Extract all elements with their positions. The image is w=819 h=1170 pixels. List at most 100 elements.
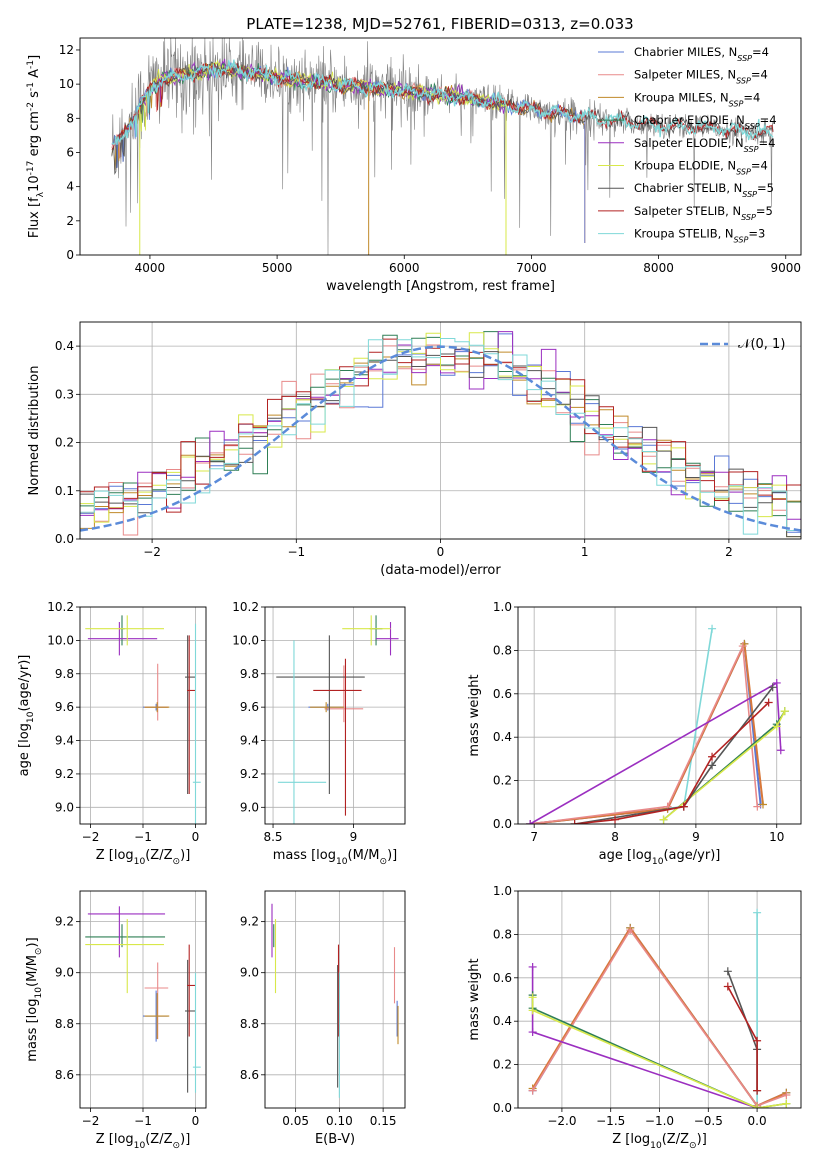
legend-count: =5	[757, 181, 774, 195]
legend-count: =3	[748, 227, 765, 241]
x-tick-label: 2	[725, 545, 733, 559]
x-tick-label: 0.0	[748, 1114, 767, 1128]
y-tick-label: 0.4	[55, 339, 74, 353]
plot-area	[276, 615, 399, 824]
y-tick-label: 0.6	[493, 971, 512, 985]
label-segment: (Z/Z	[662, 1132, 689, 1147]
legend-entry: Kroupa ELODIE, NSSP=4	[634, 159, 768, 177]
plot-area	[111, 38, 774, 255]
mass-weight-marker	[723, 967, 732, 976]
plot-area	[271, 903, 399, 1098]
label-segment: 10	[336, 857, 348, 867]
legend-subscript: SSP	[736, 167, 751, 176]
legend-entry: Kroupa MILES, NSSP=4	[634, 90, 760, 108]
mass-weight-line	[529, 640, 762, 824]
y-tick-label: 12	[59, 43, 74, 57]
y-tick-label: 8.6	[55, 1068, 74, 1082]
y-tick-label: 0.6	[493, 687, 512, 701]
legend-entry: Kroupa STELIB, NSSP=3	[634, 227, 765, 245]
y-tick-label: 0.2	[55, 436, 74, 450]
legend-text: Kroupa ELODIE, N	[634, 159, 736, 173]
y-axis-label: Flux [fλ10-17 erg cm-2 s-1 A-1]	[26, 55, 46, 238]
mass-weight-marker	[776, 746, 785, 755]
x-tick-label: 8000	[643, 261, 674, 275]
legend-subscript: SSP	[744, 144, 759, 153]
label-segment: )]	[180, 1132, 190, 1147]
mass-weight-marker	[738, 642, 747, 651]
x-tick-label: 0.15	[370, 1114, 397, 1128]
x-tick-label: 1	[581, 545, 589, 559]
label-segment: 10	[134, 1141, 146, 1151]
x-tick-label: 0	[192, 830, 200, 844]
legend-count: =4	[752, 45, 769, 59]
legend-subscript: SSP	[745, 122, 760, 131]
mass-vs-ebv-panel: 0.05 0.10 0.15 8.6 8.8 9.0 9.2 E(B-V)	[240, 890, 406, 1147]
mass-weight-line	[574, 701, 770, 824]
mass-weight-marker	[679, 802, 688, 811]
label-segment: -17	[26, 160, 36, 175]
x-axis-label: Z [log10(Z/Z⊙)]	[96, 848, 191, 867]
mass-vs-metallicity-panel: −2 −1 08.68.89.09.2Z [log10(Z/Z⊙)]mass [lo…	[25, 890, 207, 1151]
label-segment: )]	[697, 1132, 707, 1147]
label-segment: ⊙	[34, 947, 44, 955]
normal-distribution-curve	[80, 345, 801, 532]
mass-weight-marker	[768, 683, 777, 692]
y-tick-label: 0.2	[493, 774, 512, 788]
x-tick-label: −2	[82, 830, 100, 844]
y-tick-label: 9.8	[240, 667, 259, 681]
label-segment: ⊙	[173, 1141, 181, 1151]
y-tick-label: 0.3	[55, 387, 74, 401]
y-tick-label: 0.0	[55, 532, 74, 546]
mass-weight-marker	[528, 993, 537, 1002]
y-tick-label: 9.6	[55, 700, 74, 714]
legend-count: =4	[760, 113, 777, 127]
plot-area	[526, 624, 789, 824]
age-vs-mass-panel: 8.5 9 9.0 9.2 9.4 9.6 9.8 10.0 10.2 mass [log10(M…	[232, 600, 406, 867]
plot-area	[80, 331, 801, 539]
x-axis-label: age [log10(age/yr)]	[599, 848, 721, 867]
y-tick-label: 9.0	[55, 966, 74, 980]
legend-entry: Chabrier ELODIE, NSSP=4	[634, 113, 777, 131]
label-segment: Z [log	[612, 1132, 650, 1147]
label-segment: 10	[134, 857, 146, 867]
plot-area	[85, 906, 201, 1093]
x-axis-label: Z [log10(Z/Z⊙)]	[612, 1132, 707, 1151]
mass-weight-marker	[772, 722, 781, 731]
plot-area	[85, 615, 201, 824]
x-tick-label: −0.5	[694, 1114, 723, 1128]
x-axis-label: wavelength [Angstrom, rest frame]	[326, 279, 555, 294]
y-axis-label: mass weight	[467, 674, 482, 756]
label-segment: 10	[34, 987, 44, 999]
mass-weight-marker	[753, 1104, 762, 1108]
mass-weight-vs-metallicity-panel: −2.0 −1.5 −1.0 −0.5 0.0 0.0 0.2 0.4 0.6 0.8 1.0 Z […	[467, 884, 802, 1151]
age-vs-metallicity-panel: −2 −1 09.09.29.49.69.810.010.2Z [log10(Z/Z…	[17, 600, 207, 867]
label-segment: ]	[27, 55, 42, 60]
mass-weight-marker	[758, 800, 767, 809]
legend-entry: 𝒩(0, 1)	[738, 337, 785, 352]
x-tick-label: −1.0	[645, 1114, 674, 1128]
legend-subscript: SSP	[737, 54, 752, 63]
legend-text: Salpeter ELODIE, N	[634, 136, 744, 150]
residual-histogram-panel: −2 −1 0 1 2 0.0 0.1 0.2 0.3 0.4 (data-model)/error…	[27, 321, 802, 578]
label-segment: -2	[26, 102, 36, 111]
x-tick-label: 9	[350, 830, 358, 844]
y-tick-label: 10.0	[47, 633, 74, 647]
plot-area	[528, 908, 791, 1108]
y-tick-label: 1.0	[493, 884, 512, 898]
y-tick-label: 6	[66, 145, 74, 159]
label-segment: 10	[26, 711, 36, 723]
legend-subscript: SSP	[741, 212, 756, 221]
mass-weight-marker	[611, 815, 620, 824]
y-tick-label: 10.0	[232, 633, 259, 647]
y-tick-label: 0.4	[493, 730, 512, 744]
y-tick-label: 0	[66, 248, 74, 262]
x-tick-label: −2	[82, 1114, 100, 1128]
mass-weight-line	[529, 640, 764, 824]
mass-weight-line	[531, 967, 758, 1108]
legend-text: Salpeter STELIB, N	[634, 204, 741, 218]
label-segment: ⊙	[689, 1141, 697, 1151]
model-spectrum-line	[111, 59, 774, 146]
label-segment: Z [log	[96, 1132, 134, 1147]
y-tick-label: 10.2	[232, 600, 259, 614]
mass-weight-line	[530, 628, 713, 824]
